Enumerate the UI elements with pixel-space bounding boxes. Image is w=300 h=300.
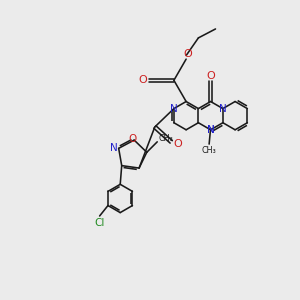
Text: O: O xyxy=(206,71,215,81)
Text: N: N xyxy=(219,103,227,114)
Text: O: O xyxy=(139,75,147,85)
Text: N: N xyxy=(110,143,118,153)
Text: O: O xyxy=(128,134,137,144)
Text: O: O xyxy=(183,49,192,59)
Text: N: N xyxy=(207,125,214,135)
Text: CH₃: CH₃ xyxy=(202,146,217,155)
Text: N: N xyxy=(207,125,214,135)
Text: Cl: Cl xyxy=(94,218,105,228)
Text: CH₃: CH₃ xyxy=(158,134,173,143)
Text: N: N xyxy=(170,103,178,114)
Text: O: O xyxy=(173,139,182,149)
